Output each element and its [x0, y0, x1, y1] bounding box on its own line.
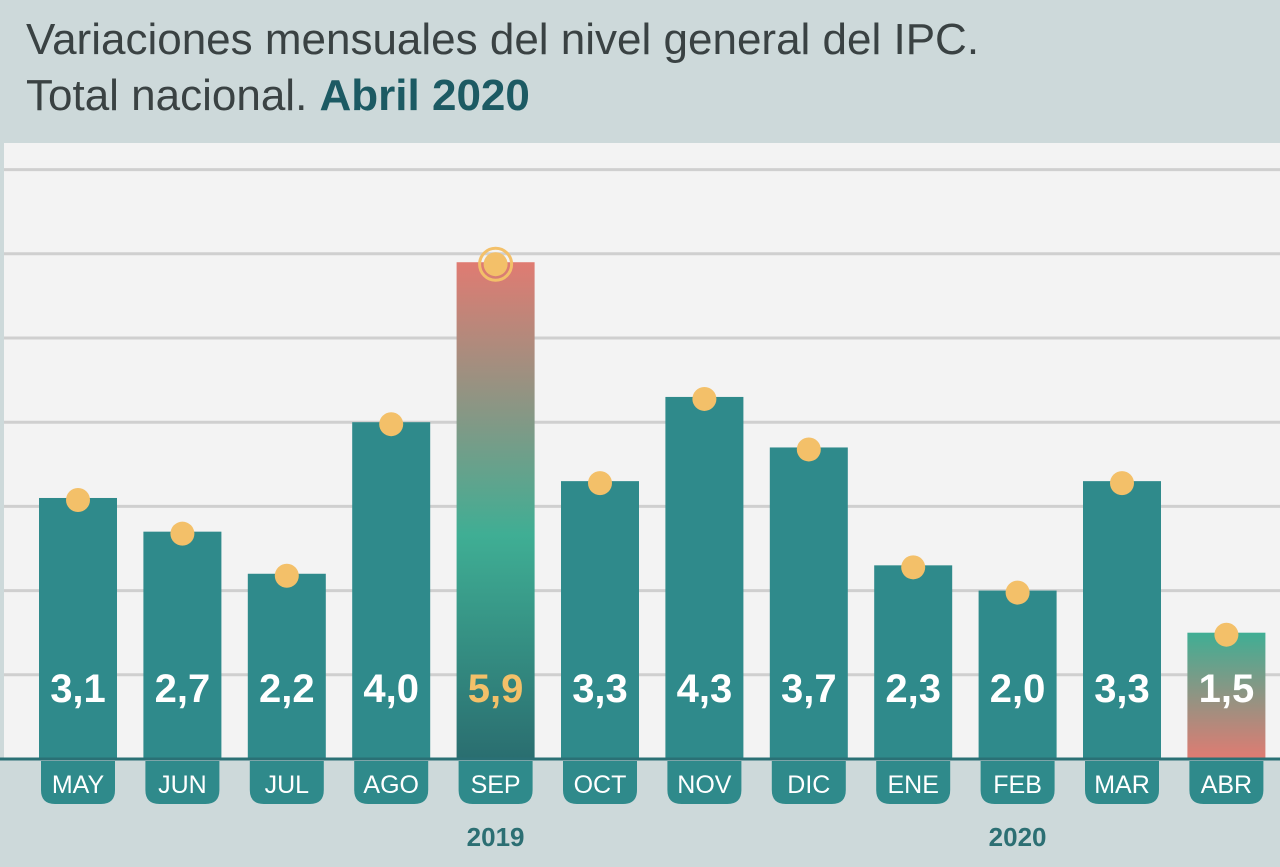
- tab-ene: [876, 761, 951, 804]
- tab-dic: [771, 761, 846, 804]
- category-label-sep: SEP: [471, 771, 521, 799]
- value-label-ene: 2,3: [885, 667, 941, 711]
- tab-mar: [1085, 761, 1159, 804]
- bar-ene: [874, 565, 953, 759]
- tab-may: [41, 761, 115, 804]
- marker-sep: [483, 252, 508, 277]
- category-label-mar: MAR: [1094, 771, 1150, 799]
- year-label-2020: 2020: [989, 822, 1047, 852]
- category-label-ago: AGO: [363, 771, 419, 799]
- category-label-dic: DIC: [787, 771, 830, 799]
- tab-abr: [1189, 761, 1264, 804]
- category-label-nov: NOV: [677, 771, 732, 799]
- title-line-2: Total nacional. Abril 2020: [26, 68, 1256, 124]
- marker-feb: [1005, 580, 1030, 605]
- title-prefix: Total nacional.: [26, 71, 308, 120]
- value-label-jun: 2,7: [155, 667, 211, 711]
- bar-oct: [561, 481, 639, 759]
- category-label-jun: JUN: [158, 771, 207, 799]
- tab-feb: [980, 761, 1055, 804]
- value-label-feb: 2,0: [990, 667, 1046, 711]
- category-label-jul: JUL: [265, 771, 310, 799]
- tab-jun: [145, 761, 220, 804]
- category-label-abr: ABR: [1201, 771, 1252, 799]
- value-label-nov: 4,3: [677, 667, 733, 711]
- marker-jul: [274, 563, 299, 588]
- title-line-1: Variaciones mensuales del nivel general …: [26, 15, 980, 64]
- category-label-may: MAY: [52, 771, 105, 799]
- marker-nov: [692, 386, 717, 411]
- value-label-ago: 4,0: [363, 667, 419, 711]
- bar-jul: [247, 573, 326, 759]
- marker-may: [66, 487, 90, 512]
- tab-nov: [667, 761, 742, 804]
- tab-ago: [354, 761, 429, 804]
- category-label-ene: ENE: [887, 771, 938, 799]
- value-label-may: 3,1: [50, 667, 106, 711]
- bar-mar: [1083, 481, 1161, 759]
- marker-ring-sep: [478, 246, 514, 282]
- bar-jun: [143, 531, 222, 759]
- value-label-sep: 5,9: [468, 667, 524, 711]
- marker-ene: [901, 555, 926, 580]
- bar-nov: [665, 396, 744, 759]
- marker-abr: [1214, 622, 1239, 647]
- tab-jul: [249, 761, 324, 804]
- value-label-dic: 3,7: [781, 667, 837, 711]
- tab-oct: [563, 761, 637, 804]
- marker-mar: [1110, 471, 1134, 496]
- value-label-jul: 2,2: [259, 667, 315, 711]
- title-highlight: Abril 2020: [319, 71, 530, 120]
- bar-may: [39, 497, 117, 759]
- value-label-oct: 3,3: [572, 667, 628, 711]
- bar-feb: [978, 590, 1057, 759]
- marker-ago: [379, 412, 404, 437]
- year-label-2019: 2019: [467, 822, 525, 852]
- marker-jun: [170, 521, 195, 546]
- bar-dic: [769, 447, 848, 759]
- category-label-feb: FEB: [993, 771, 1042, 799]
- bar-ago: [352, 422, 431, 759]
- marker-dic: [796, 437, 821, 462]
- tab-sep: [458, 761, 533, 804]
- value-label-abr: 1,5: [1199, 667, 1255, 711]
- bar-sep: [456, 262, 535, 759]
- value-label-mar: 3,3: [1094, 667, 1150, 711]
- marker-oct: [588, 471, 612, 496]
- chart-title: Variaciones mensuales del nivel general …: [26, 12, 1256, 124]
- bar-abr: [1187, 632, 1266, 759]
- category-label-oct: OCT: [574, 771, 627, 799]
